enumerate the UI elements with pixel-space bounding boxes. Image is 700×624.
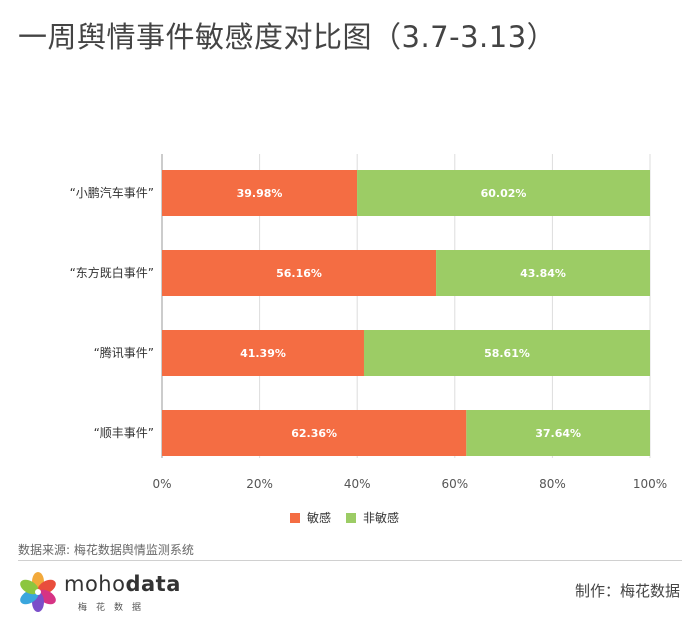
x-tick-label: 100% — [633, 477, 667, 491]
x-tick-label: 20% — [246, 477, 273, 491]
bar-segment — [436, 250, 650, 296]
data-label: 56.16% — [276, 267, 322, 280]
credit-text: 制作：梅花数据 — [574, 582, 680, 600]
data-label: 62.36% — [291, 427, 337, 440]
data-label: 41.39% — [240, 347, 286, 360]
logo-wordmark: mohodata — [64, 572, 181, 596]
bar-segment — [363, 330, 650, 376]
category-label: “顺丰事件” — [94, 426, 154, 440]
legend-swatch — [290, 513, 300, 523]
legend-label: 敏感 — [307, 510, 331, 525]
data-label: 58.61% — [484, 347, 530, 360]
category-label: “腾讯事件” — [94, 345, 154, 360]
chart-title: 一周舆情事件敏感度对比图（3.7-3.13） — [18, 20, 557, 54]
category-label: “小鹏汽车事件” — [70, 185, 154, 200]
x-tick-label: 60% — [441, 477, 468, 491]
x-tick-label: 80% — [539, 477, 566, 491]
stacked-bar-chart: 0% 20% 40% 60% 80% 100% “小鹏汽车事件” 39.98% 60.02% “东… — [70, 154, 667, 525]
data-label: 37.64% — [535, 427, 581, 440]
pinwheel-flower-icon — [20, 572, 56, 612]
x-tick-label: 0% — [152, 477, 171, 491]
legend-label: 非敏感 — [363, 510, 399, 525]
category-label: “东方既白事件” — [70, 265, 154, 280]
bar-segment — [162, 410, 467, 456]
data-label: 39.98% — [237, 187, 283, 200]
data-label: 43.84% — [520, 267, 566, 280]
bar-segment — [357, 170, 650, 216]
data-label: 60.02% — [481, 187, 527, 200]
bar-segment — [162, 170, 358, 216]
brand-logo: mohodata 梅花数据 — [18, 572, 181, 616]
data-source-note: 数据来源: 梅花数据舆情监测系统 — [18, 543, 194, 557]
bar-segment — [162, 250, 437, 296]
x-tick-label: 40% — [344, 477, 371, 491]
footer-divider — [18, 560, 682, 561]
bar-segment — [162, 330, 364, 376]
bar-segment — [466, 410, 650, 456]
legend-swatch — [346, 513, 356, 523]
logo-subtitle: 梅花数据 — [78, 603, 151, 613]
